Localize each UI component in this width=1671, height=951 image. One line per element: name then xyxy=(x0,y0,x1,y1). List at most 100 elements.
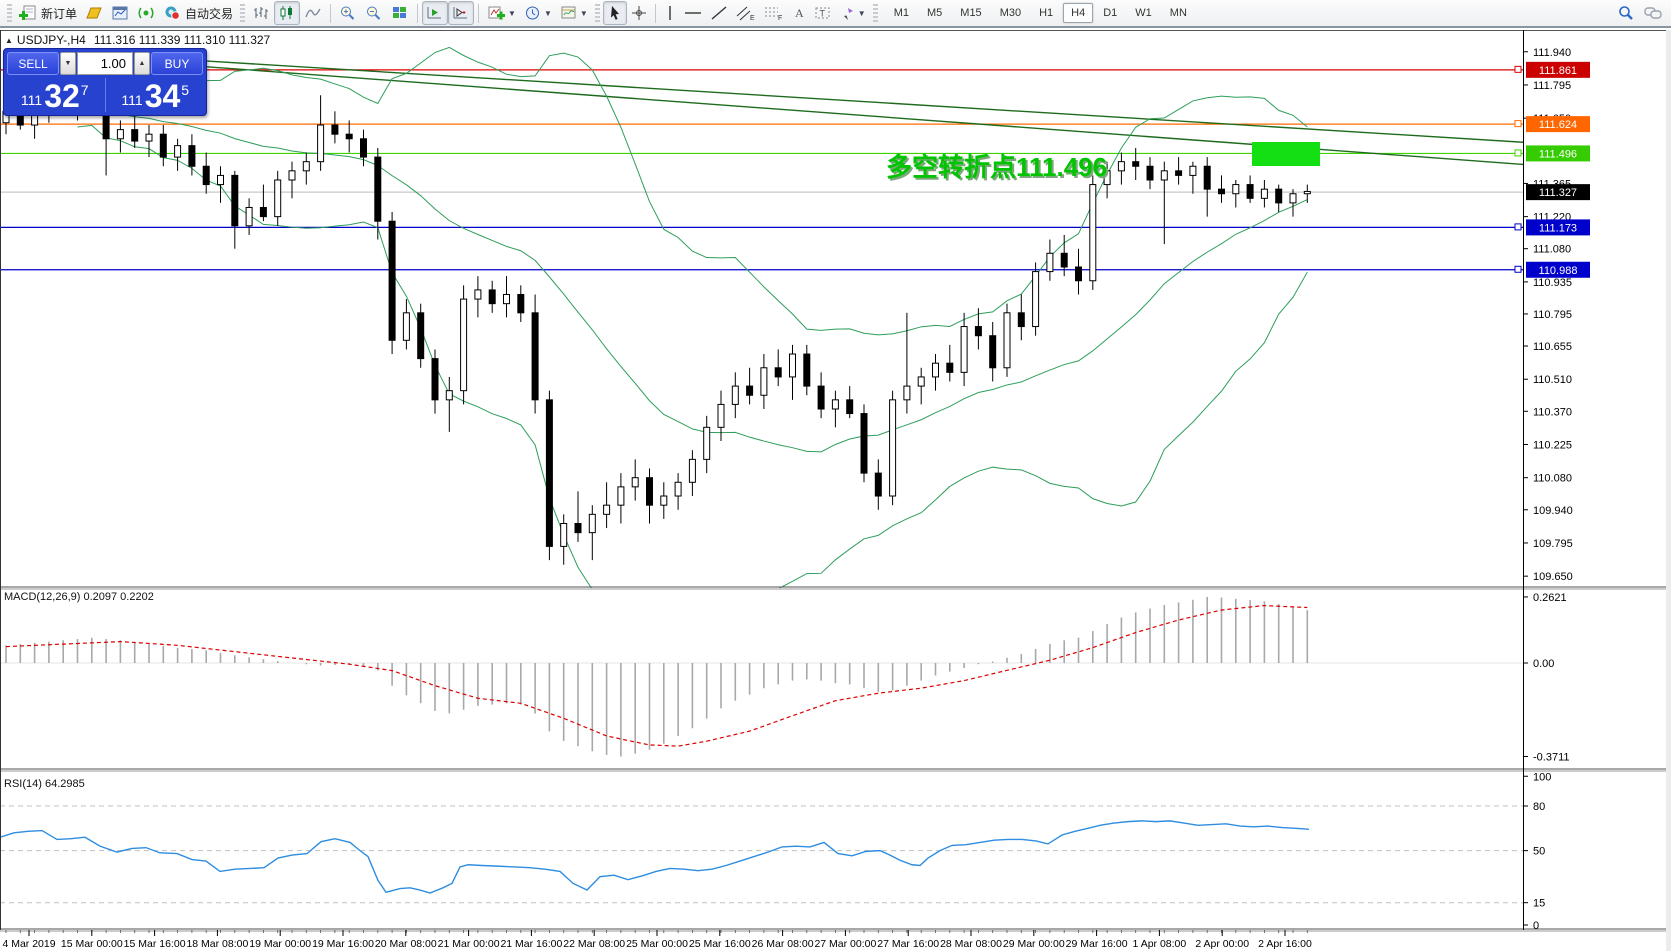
candle xyxy=(760,367,768,396)
volume-increase-button[interactable]: ▲ xyxy=(134,52,150,75)
candle xyxy=(1132,161,1140,167)
rsi-pane[interactable] xyxy=(0,805,1523,904)
chart-window-icon xyxy=(112,6,128,20)
auto-scroll-button[interactable] xyxy=(422,1,449,25)
templates-dropdown-arrow[interactable]: ▼ xyxy=(579,8,588,18)
bar-chart-mode-button[interactable] xyxy=(248,1,274,25)
buy-button[interactable]: BUY xyxy=(151,52,203,75)
candle xyxy=(116,129,124,140)
periods-dropdown-arrow[interactable]: ▼ xyxy=(543,8,552,18)
search-button[interactable] xyxy=(1613,1,1639,25)
line-chart-mode-button[interactable] xyxy=(300,1,326,25)
timeframe-D1[interactable]: D1 xyxy=(1103,7,1118,19)
candle xyxy=(1246,184,1254,199)
timeframe-M5[interactable]: M5 xyxy=(927,7,943,19)
trendline-tool-button[interactable] xyxy=(706,1,732,25)
svg-text:27 Mar 00:00: 27 Mar 00:00 xyxy=(814,938,876,950)
zoom-out-button[interactable] xyxy=(361,1,387,25)
collapse-arrow-icon[interactable]: ▲ xyxy=(5,36,13,45)
svg-text:110.988: 110.988 xyxy=(1539,265,1578,277)
indicators-icon xyxy=(488,6,506,20)
tile-windows-button[interactable] xyxy=(387,1,413,25)
new-order-button[interactable]: 新订单 xyxy=(15,1,81,25)
fibonacci-icon: F xyxy=(764,7,782,21)
volume-decrease-button[interactable]: ▼ xyxy=(60,52,76,75)
volume-input[interactable]: 1.00 xyxy=(77,52,133,75)
candle xyxy=(1218,188,1225,195)
svg-text:109.795: 109.795 xyxy=(1533,538,1573,550)
timeframe-M30[interactable]: M30 xyxy=(999,7,1022,19)
toolbar-grip[interactable] xyxy=(7,4,12,22)
toolbar-grip[interactable] xyxy=(240,4,246,22)
zoom-in-button[interactable] xyxy=(335,1,361,25)
candle xyxy=(174,145,182,158)
time-axis[interactable]: 4 Mar 2019 15 Mar 00:00 15 Mar 16:00 18 Mar… xyxy=(2,930,1312,950)
candle xyxy=(1117,161,1125,172)
equidistant-channel-icon: E xyxy=(736,6,755,21)
chart-window-button[interactable] xyxy=(107,1,133,25)
autotrading-button[interactable]: 自动交易 xyxy=(159,1,237,25)
sell-button[interactable]: SELL xyxy=(7,52,59,75)
timeframe-W1[interactable]: W1 xyxy=(1135,7,1152,19)
equidistant-channel-tool-button[interactable]: E xyxy=(732,1,760,25)
candle xyxy=(1275,188,1283,204)
candle xyxy=(302,161,310,172)
svg-text:110.655: 110.655 xyxy=(1533,341,1572,353)
candle xyxy=(131,129,139,142)
price-axis[interactable]: 111.940111.795111.650111.365111.220111.0… xyxy=(1514,47,1590,932)
price-badge xyxy=(1526,145,1590,162)
candle xyxy=(245,206,253,227)
arrows-tool-button[interactable]: ▼ xyxy=(836,1,870,25)
svg-text:29 Mar 16:00: 29 Mar 16:00 xyxy=(1066,938,1128,950)
candle xyxy=(660,495,668,506)
timeframe-H1[interactable]: H1 xyxy=(1039,7,1054,19)
toolbar-grip[interactable] xyxy=(594,4,600,22)
candle xyxy=(145,133,153,142)
crosshair-tool-button[interactable] xyxy=(627,1,651,25)
timeframe-M1[interactable]: M1 xyxy=(893,7,909,19)
timeframe-MN[interactable]: MN xyxy=(1169,7,1187,19)
candle xyxy=(545,399,553,547)
periods-button[interactable]: ▼ xyxy=(520,1,556,25)
fibonacci-tool-button[interactable]: F xyxy=(760,1,788,25)
text-label-tool-button[interactable]: T xyxy=(810,1,836,25)
tile-windows-icon xyxy=(393,7,407,18)
new-order-icon xyxy=(19,5,36,20)
signal-button[interactable] xyxy=(133,1,159,25)
indicators-dropdown-arrow[interactable]: ▼ xyxy=(508,8,516,18)
horizontal-line-tool-button[interactable] xyxy=(680,1,706,25)
price-badge xyxy=(1526,184,1590,201)
buy-price[interactable]: 111 34 5 xyxy=(121,78,190,114)
vertical-line-tool-button[interactable] xyxy=(660,1,680,25)
timeframe-M15[interactable]: M15 xyxy=(960,7,982,19)
macd-pane[interactable] xyxy=(0,596,1523,757)
candle xyxy=(889,399,897,497)
candle xyxy=(460,298,468,392)
chat-button[interactable] xyxy=(1639,1,1667,25)
sell-price[interactable]: 111 32 7 xyxy=(20,78,89,114)
search-icon xyxy=(1619,6,1633,20)
candle xyxy=(202,165,210,186)
quotes-button[interactable] xyxy=(81,1,107,25)
window-edge xyxy=(1666,30,1671,951)
arrows-dropdown-arrow[interactable]: ▼ xyxy=(857,8,866,18)
price-chart[interactable]: 多空转折点111.496多空转折点111.496111.940111.79511… xyxy=(0,30,1671,951)
toolbar-grip[interactable] xyxy=(872,4,878,22)
candle xyxy=(474,289,482,300)
candlestick-mode-button[interactable] xyxy=(274,1,301,25)
candle xyxy=(703,426,711,460)
svg-text:15 Mar 16:00: 15 Mar 16:00 xyxy=(124,938,186,950)
chart-shift-button[interactable] xyxy=(448,1,475,25)
timeframe-H4[interactable]: H4 xyxy=(1063,3,1094,23)
templates-button[interactable]: ▼ xyxy=(556,1,592,25)
line-chart-icon xyxy=(305,8,321,18)
candle xyxy=(388,220,396,341)
indicators-button[interactable]: ▼ xyxy=(483,1,520,25)
cursor-tool-button[interactable] xyxy=(602,1,627,25)
candle xyxy=(1003,312,1011,369)
arrows-icon xyxy=(843,8,853,20)
highlight-box xyxy=(1252,142,1320,166)
text-tool-button[interactable]: A xyxy=(788,1,810,25)
candle xyxy=(1146,165,1154,181)
